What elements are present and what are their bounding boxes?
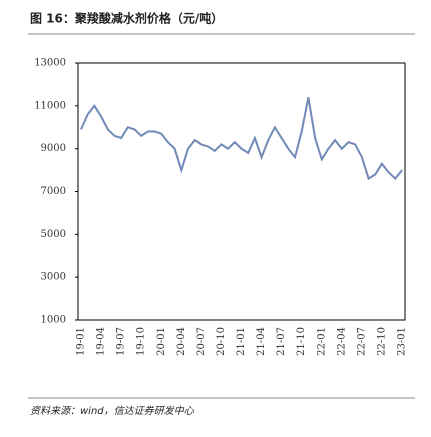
x-tick-label: 21-01: [236, 327, 247, 356]
y-tick-label: 11000: [34, 100, 66, 111]
x-tick-label: 19-01: [76, 327, 87, 356]
x-tick-label: 20-10: [216, 327, 227, 356]
y-tick-label: 7000: [41, 186, 66, 197]
x-tick-label: 20-01: [156, 327, 167, 356]
x-tick-label: 22-01: [316, 327, 327, 356]
x-tick-label: 20-07: [196, 327, 207, 356]
x-tick-label: 20-04: [176, 327, 187, 356]
x-tick-label: 19-07: [116, 327, 127, 356]
x-tick-label: 22-04: [336, 327, 347, 356]
x-tick-label: 21-04: [256, 327, 267, 356]
chart-title: 图 16：聚羧酸减水剂价格（元/吨）: [30, 11, 223, 26]
price-line: [80, 97, 403, 181]
x-tick-label: 19-04: [96, 327, 107, 356]
x-tick-label: 19-10: [136, 327, 147, 356]
y-tick-label: 1000: [41, 315, 66, 326]
x-tick-label: 22-07: [356, 327, 367, 356]
y-tick-label: 13000: [34, 58, 66, 69]
x-tick-label: 23-01: [397, 327, 408, 356]
y-tick-label: 3000: [41, 272, 66, 283]
y-tick-label: 5000: [41, 229, 66, 240]
x-tick-label: 21-07: [276, 327, 287, 356]
source-note: 资料来源：wind，信达证券研发中心: [30, 405, 195, 417]
y-tick-label: 9000: [41, 143, 66, 154]
x-tick-label: 22-10: [376, 327, 387, 356]
x-tick-label: 21-10: [296, 327, 307, 356]
plot-frame: [77, 62, 406, 321]
